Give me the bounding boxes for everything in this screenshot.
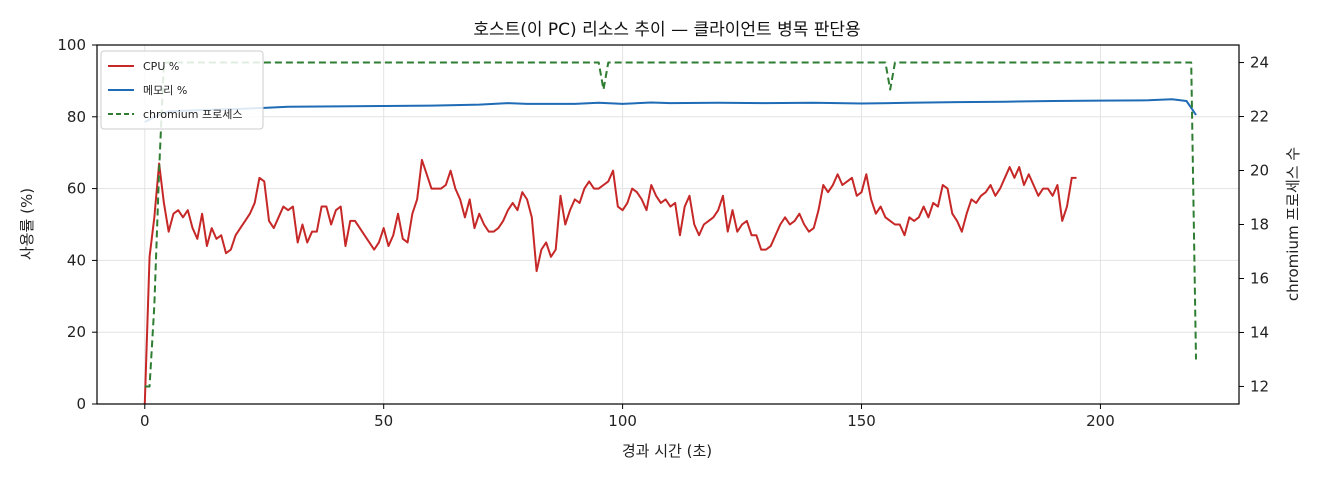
y-tick-label: 80	[67, 108, 86, 126]
y-tick-label: 60	[67, 180, 86, 198]
y2-tick-label: 20	[1250, 162, 1269, 180]
legend-label-0: CPU %	[143, 60, 179, 73]
gridlines	[97, 44, 1239, 405]
y2-tick-label: 14	[1250, 323, 1269, 341]
y2-tick-label: 12	[1250, 377, 1269, 395]
legend: CPU % 메모리 % chromium 프로세스	[100, 50, 264, 130]
y2-tick-label: 22	[1250, 108, 1269, 126]
series-line-1	[144, 98, 1197, 124]
y2-axis-label: chromium 프로세스 수	[1284, 147, 1302, 301]
y-axis-label: 사용률 (%)	[18, 188, 36, 260]
x-axis-label: 경과 시간 (초)	[622, 442, 712, 460]
x-tick-label: 200	[1086, 412, 1115, 430]
axes: 0 50 100 150 200 0 20 40 60 80 100 12 14 16 18 20 22 24	[57, 36, 1269, 430]
x-tick-label: 150	[847, 412, 876, 430]
y-tick-label: 40	[67, 251, 86, 269]
y2-tick-label: 24	[1250, 54, 1269, 72]
x-tick-label: 100	[608, 412, 637, 430]
y-tick-label: 20	[67, 323, 86, 341]
chart-title: 호스트(이 PC) 리소스 추이 — 클라이언트 병목 판단용	[473, 20, 860, 40]
series-line-2	[144, 61, 1197, 388]
y-tick-label: 0	[76, 395, 86, 413]
y2-tick-label: 18	[1250, 216, 1269, 234]
series-layer	[143, 61, 1197, 405]
legend-label-2: chromium 프로세스	[143, 108, 242, 121]
y-tick-label: 100	[57, 36, 86, 54]
x-tick-label: 50	[374, 412, 393, 430]
y2-tick-label: 16	[1250, 269, 1269, 287]
plot-frame	[96, 44, 1240, 405]
series-line-0	[143, 158, 1077, 405]
x-tick-label: 0	[140, 412, 150, 430]
legend-box	[100, 50, 264, 130]
legend-label-1: 메모리 %	[143, 84, 187, 97]
